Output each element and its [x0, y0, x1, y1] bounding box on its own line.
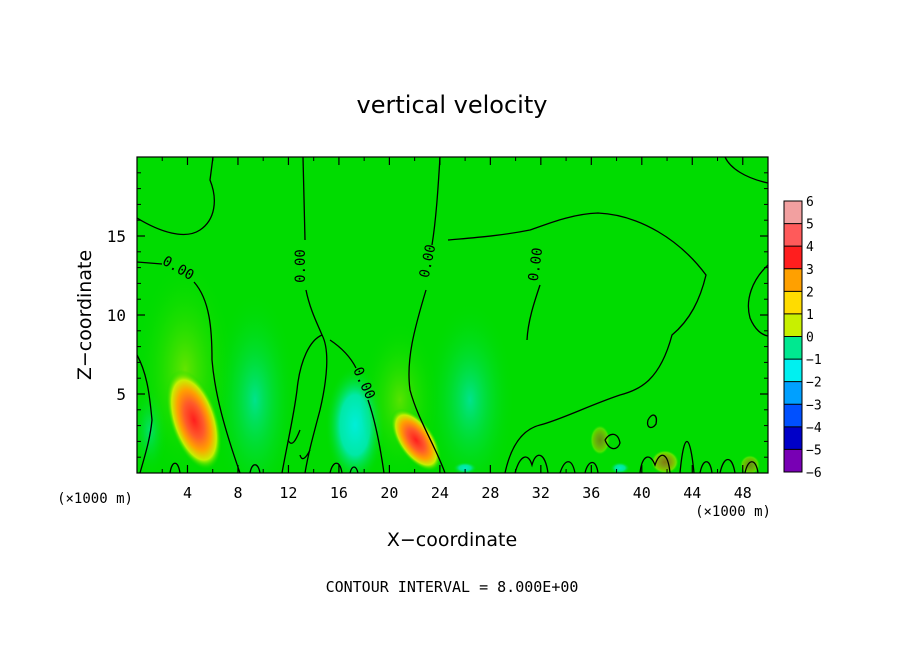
contour-line — [287, 429, 311, 460]
x-unit-label: (×1000 m) — [695, 504, 771, 520]
contour-line — [747, 264, 768, 337]
contour-line — [137, 157, 215, 236]
contour-line — [646, 414, 658, 429]
colorbar-swatch — [784, 201, 802, 224]
colorbar-swatch — [784, 268, 802, 292]
x-tick-label: 40 — [633, 484, 651, 502]
colorbar-swatch — [784, 359, 802, 382]
contour-line — [137, 261, 163, 265]
contour-line — [431, 157, 441, 246]
chart-title: vertical velocity — [357, 91, 548, 119]
surface-cell — [590, 425, 610, 455]
colorbar-label: 4 — [806, 240, 814, 255]
contour-line — [724, 157, 768, 184]
x-tick-label: 44 — [683, 484, 701, 502]
colorbar-label: 0 — [806, 331, 814, 346]
contour-line — [302, 157, 306, 241]
x-axis: 4 8 12 16 20 24 28 32 36 40 44 48 — [161, 157, 752, 502]
x-tick-label: 48 — [734, 484, 752, 502]
x-tick-label: 32 — [532, 484, 550, 502]
colorbar-label: −2 — [806, 376, 822, 391]
colorbar-swatch — [784, 449, 802, 472]
downdraft-region — [213, 290, 297, 473]
field-shading — [137, 260, 760, 473]
colorbar-label: 5 — [806, 218, 814, 233]
colorbar-label: −6 — [806, 466, 822, 481]
x-tick-label: 20 — [380, 484, 398, 502]
contour-line — [408, 289, 446, 473]
contour-line — [526, 284, 541, 341]
x-tick-label: 4 — [183, 484, 192, 502]
surface-cell — [610, 462, 630, 473]
zero-contours — [137, 157, 768, 473]
contour-line — [169, 462, 359, 473]
y-axis-label: Z−coordinate — [74, 250, 96, 380]
surface-cell — [651, 450, 679, 473]
contour-line — [367, 399, 385, 473]
colorbar-swatch — [784, 223, 802, 247]
x-tick-label: 8 — [233, 484, 242, 502]
y-tick-label: 10 — [107, 306, 126, 325]
x-tick-label: 36 — [582, 484, 600, 502]
colorbar-label: 2 — [806, 285, 814, 300]
colorbar-label: −4 — [806, 421, 822, 436]
colorbar-swatch — [784, 336, 802, 360]
y-axis: 5 10 15 — [107, 172, 768, 458]
x-tick-label: 24 — [431, 484, 449, 502]
contour-line — [193, 281, 241, 473]
downdraft-region — [425, 300, 515, 473]
y-tick-label: 5 — [116, 385, 126, 404]
updraft-core — [166, 369, 222, 471]
colorbar-swatch — [784, 381, 802, 405]
contour-line — [281, 289, 323, 473]
contour-line — [329, 339, 357, 369]
x-tick-label: 28 — [481, 484, 499, 502]
contour-label: 0.00 — [417, 243, 440, 279]
y-tick-label: 15 — [107, 227, 126, 246]
surface-cell — [740, 455, 760, 473]
y-unit-label: (×1000 m) — [57, 491, 133, 507]
contour-line — [639, 440, 759, 473]
colorbar-swatch — [784, 246, 802, 269]
contour-line — [514, 433, 621, 473]
colorbar-label: −3 — [806, 398, 822, 413]
colorbar-label: 6 — [806, 195, 814, 210]
contour-interval-note: CONTOUR INTERVAL = 8.000E+00 — [326, 578, 579, 596]
colorbar: 6 5 4 3 2 1 0 −1 −2 −3 −4 −5 −6 — [783, 195, 822, 481]
contour-line — [447, 212, 707, 473]
contour-label: 0.00 — [293, 249, 309, 283]
x-axis-label: X−coordinate — [387, 529, 517, 551]
x-tick-label: 12 — [279, 484, 297, 502]
colorbar-swatch — [784, 291, 802, 314]
x-tick-label: 16 — [330, 484, 348, 502]
contour-labels: 0.00 0.00 0.00 0.00 0.00 — [159, 243, 546, 402]
colorbar-label: −5 — [806, 443, 822, 458]
colorbar-label: 3 — [806, 263, 814, 278]
updraft-core — [390, 408, 442, 472]
contour-line — [137, 354, 153, 473]
colorbar-swatch — [784, 313, 802, 337]
surface-cell — [453, 462, 477, 473]
contour-label: 0.00 — [526, 247, 547, 283]
colorbar-label: −1 — [806, 353, 822, 368]
colorbar-swatch — [784, 404, 802, 427]
contour-line — [304, 334, 328, 473]
colorbar-label: 1 — [806, 308, 814, 323]
colorbar-swatch — [784, 426, 802, 450]
